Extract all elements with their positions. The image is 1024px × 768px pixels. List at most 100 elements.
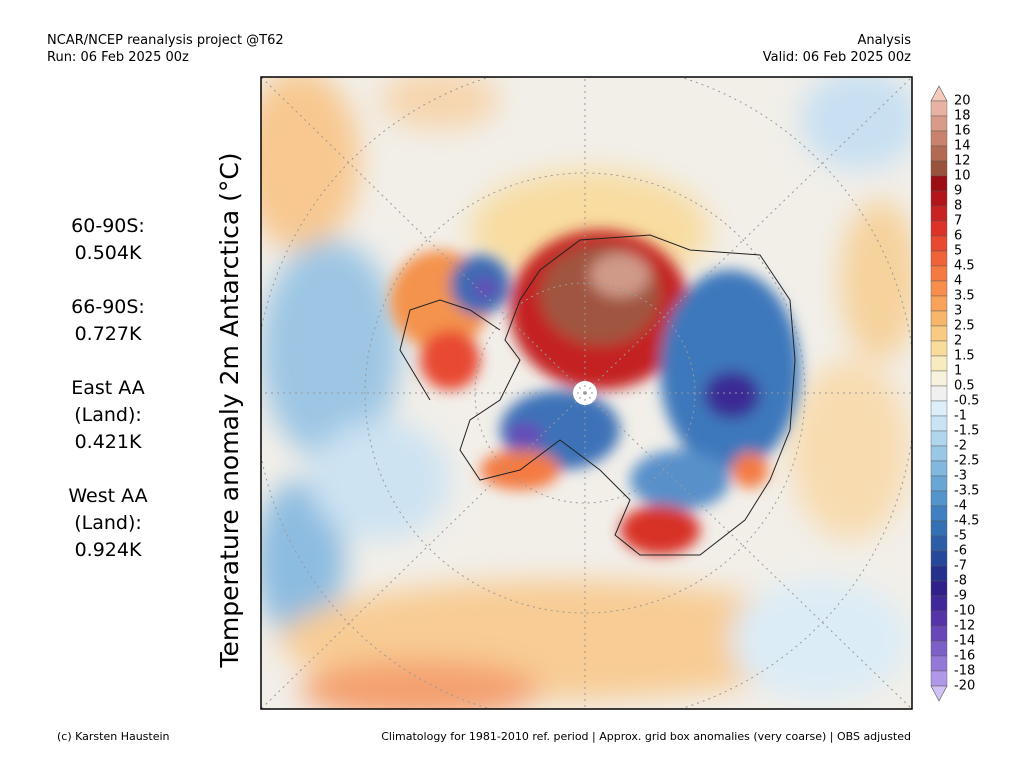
colorbar-segment [930,100,948,117]
colorbar-label: -20 [954,679,975,694]
colorbar-segment [930,670,948,687]
colorbar-segment [930,460,948,477]
colorbar-label: 3.5 [954,289,975,304]
colorbar-segment [930,415,948,432]
colorbar-segment [930,625,948,642]
colorbar-label: 7 [954,214,962,229]
colorbar-label: -5 [954,529,967,544]
stat-line: 66-90S: [71,296,145,318]
colorbar-segment [930,235,948,252]
map [261,77,912,709]
colorbar-segment [930,340,948,357]
colorbar-segment [930,400,948,417]
header-line: Analysis [857,33,911,48]
colorbar-label: -16 [954,649,975,664]
stat-line: East AA [71,377,145,399]
colorbar-segment [930,355,948,372]
colorbar-label: -4 [954,499,967,514]
colorbar-segment [930,655,948,672]
colorbar-segment [930,280,948,297]
footer-left: (c) Karsten Haustein [57,730,170,743]
colorbar: 201816141210987654.543.532.521.510.5-0.5… [930,85,979,702]
colorbar-segment [930,475,948,492]
header-line: Valid: 06 Feb 2025 00z [763,50,911,65]
colorbar-label: -4.5 [954,514,979,529]
colorbar-label: 1 [954,364,962,379]
colorbar-label: 10 [954,169,971,184]
colorbar-label: -1 [954,409,967,424]
colorbar-label: 16 [954,124,971,139]
colorbar-label: -0.5 [954,394,979,409]
colorbar-segment [930,430,948,447]
colorbar-label: -2 [954,439,967,454]
colorbar-label: 4 [954,274,962,289]
colorbar-label: 18 [954,109,971,124]
colorbar-segment [930,220,948,237]
map-frame [260,76,913,710]
footer-right: Climatology for 1981-2010 ref. period | … [381,730,911,743]
colorbar-label: -14 [954,634,975,649]
colorbar-label: 2.5 [954,319,975,334]
colorbar-segment [930,565,948,582]
stats: 60-90S: 0.504K 66-90S: 0.727K East AA (Land):… [68,215,147,561]
colorbar-label: -2.5 [954,454,979,469]
colorbar-label: -18 [954,664,975,679]
colorbar-segment [930,520,948,537]
colorbar-segment [930,145,948,162]
stat-line: 0.421K [75,431,142,453]
colorbar-segment [930,115,948,132]
colorbar-segment [930,610,948,627]
colorbar-segment [930,370,948,387]
header-line: Run: 06 Feb 2025 00z [47,50,189,65]
colorbar-label: -12 [954,619,975,634]
map-title: Temperature anomaly 2m Antarctica (°C) [215,152,244,668]
colorbar-segment [930,640,948,657]
colorbar-label: 9 [954,184,962,199]
colorbar-segment [930,535,948,552]
colorbar-label: -10 [954,604,975,619]
stat-line: 0.727K [75,323,142,345]
colorbar-cap [930,85,948,102]
colorbar-label: -7 [954,559,967,574]
stat-line: 0.924K [75,539,142,561]
colorbar-segment [930,325,948,342]
colorbar-segment [930,505,948,522]
colorbar-segment [930,490,948,507]
colorbar-segment [930,595,948,612]
colorbar-segment [930,160,948,177]
colorbar-segment [930,265,948,282]
stat-line: (Land): [74,404,142,426]
stat-line: 60-90S: [71,215,145,237]
colorbar-label: 3 [954,304,962,319]
colorbar-label: -1.5 [954,424,979,439]
colorbar-segment [930,175,948,192]
colorbar-label: -8 [954,574,967,589]
colorbar-label: -6 [954,544,967,559]
stat-line: West AA [68,485,147,507]
colorbar-label: 20 [954,94,971,109]
colorbar-segment [930,310,948,327]
colorbar-segment [930,445,948,462]
colorbar-label: 12 [954,154,971,169]
colorbar-label: 1.5 [954,349,975,364]
colorbar-label: 0.5 [954,379,975,394]
colorbar-segment [930,385,948,402]
colorbar-segment [930,550,948,567]
colorbar-label: 14 [954,139,971,154]
header-line: NCAR/NCEP reanalysis project @T62 [47,33,284,48]
colorbar-segment [930,250,948,267]
colorbar-label: -3.5 [954,484,979,499]
colorbar-segment [930,130,948,147]
colorbar-label: 6 [954,229,962,244]
colorbar-label: 2 [954,334,962,349]
stat-line: 0.504K [75,242,142,264]
stat-line: (Land): [74,512,142,534]
colorbar-segment [930,205,948,222]
colorbar-segment [930,295,948,312]
colorbar-segment [930,580,948,597]
colorbar-label: 4.5 [954,259,975,274]
colorbar-cap [930,685,948,702]
colorbar-label: -3 [954,469,967,484]
colorbar-label: 8 [954,199,962,214]
